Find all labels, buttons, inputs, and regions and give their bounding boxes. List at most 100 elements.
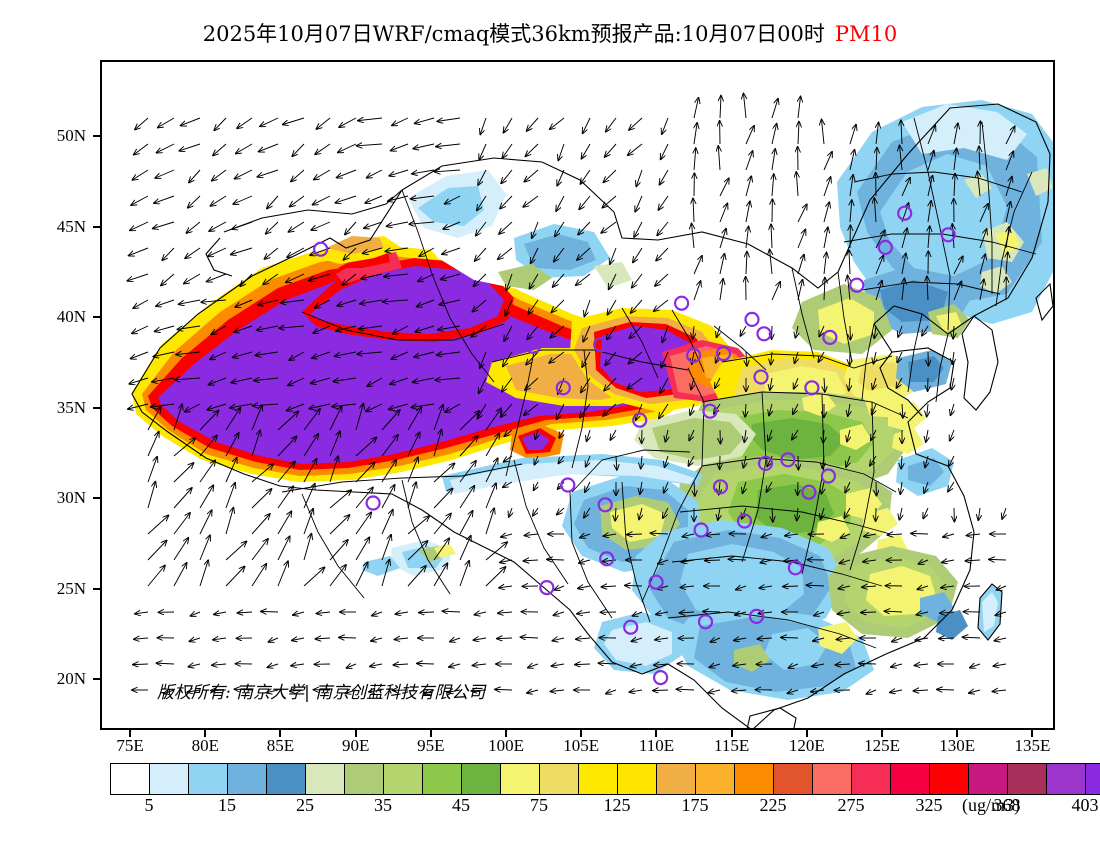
wind-arrow bbox=[347, 664, 357, 668]
wind-arrow bbox=[586, 455, 590, 467]
wind-arrow bbox=[407, 407, 421, 431]
wind-arrow bbox=[554, 247, 565, 262]
wind-arrow bbox=[291, 169, 305, 181]
station-marker bbox=[787, 560, 804, 576]
wind-arrow bbox=[729, 559, 747, 560]
wind-arrow bbox=[335, 195, 357, 203]
wind-arrow bbox=[925, 455, 928, 467]
wind-arrow bbox=[897, 351, 903, 362]
wind-arrow bbox=[625, 585, 643, 586]
colorbar-swatch bbox=[345, 764, 384, 794]
wind-arrow bbox=[309, 273, 331, 281]
wind-arrow bbox=[557, 507, 565, 515]
wind-arrow bbox=[993, 690, 1007, 692]
wind-arrow bbox=[602, 195, 617, 208]
wind-arrow bbox=[812, 664, 825, 666]
wind-arrow bbox=[850, 200, 852, 223]
wind-arrow bbox=[970, 664, 981, 668]
wind-arrow bbox=[603, 403, 617, 416]
wind-arrow bbox=[823, 177, 831, 197]
wind-arrow bbox=[391, 143, 409, 151]
wind-arrow bbox=[459, 486, 474, 509]
wind-arrow bbox=[742, 507, 746, 519]
wind-arrow bbox=[771, 282, 780, 301]
wind-arrow bbox=[919, 560, 929, 564]
colorbar-swatch bbox=[111, 764, 150, 794]
wind-arrow bbox=[207, 273, 227, 282]
wind-arrow bbox=[954, 174, 955, 197]
wind-arrow bbox=[164, 690, 175, 694]
wind-arrow bbox=[179, 143, 201, 151]
wind-arrow bbox=[744, 94, 747, 119]
wind-arrow bbox=[705, 560, 721, 561]
wind-arrow bbox=[736, 586, 747, 590]
wind-arrow bbox=[407, 516, 429, 535]
wind-arrow bbox=[173, 513, 190, 535]
wind-arrow bbox=[234, 325, 253, 332]
wind-arrow bbox=[147, 482, 155, 509]
wind-arrow bbox=[661, 143, 669, 159]
wind-arrow bbox=[388, 195, 409, 201]
wind-arrow bbox=[994, 664, 1007, 666]
wind-arrow bbox=[758, 638, 773, 639]
wind-arrow bbox=[502, 143, 513, 158]
wind-arrow bbox=[771, 99, 778, 119]
wind-arrow bbox=[891, 664, 903, 667]
wind-arrow bbox=[745, 176, 751, 197]
wind-arrow bbox=[683, 534, 695, 537]
wind-arrow bbox=[978, 507, 980, 520]
colorbar-swatch bbox=[774, 764, 813, 794]
wind-arrow bbox=[506, 273, 513, 290]
wind-arrow bbox=[811, 690, 825, 692]
colorbar-swatch bbox=[540, 764, 579, 794]
wind-arrow bbox=[953, 123, 958, 145]
wind-arrow bbox=[577, 612, 591, 614]
wind-arrow bbox=[480, 117, 487, 134]
lon-tick-mark bbox=[204, 730, 207, 737]
wind-arrow bbox=[577, 247, 591, 260]
wind-arrow bbox=[355, 404, 363, 431]
wind-arrow bbox=[948, 481, 955, 492]
wind-arrow bbox=[746, 227, 749, 249]
lon-tick-label: 110E bbox=[638, 736, 675, 755]
wind-arrow bbox=[823, 152, 832, 171]
wind-arrow bbox=[459, 436, 478, 457]
wind-arrow bbox=[232, 221, 253, 229]
wind-arrow bbox=[928, 226, 930, 249]
wind-arrow bbox=[459, 511, 473, 535]
wind-arrow bbox=[459, 561, 469, 587]
wind-arrow bbox=[745, 151, 753, 171]
wind-arrow bbox=[656, 612, 669, 614]
wind-arrow bbox=[658, 560, 669, 564]
station-marker bbox=[702, 403, 718, 419]
wind-arrow bbox=[711, 638, 721, 642]
wind-arrow bbox=[147, 516, 168, 535]
wind-arrow bbox=[821, 481, 824, 494]
wind-arrow bbox=[888, 534, 903, 535]
wind-arrow bbox=[395, 638, 409, 640]
wind-arrow bbox=[441, 273, 461, 279]
wind-arrow bbox=[524, 403, 539, 415]
wind-arrow bbox=[504, 455, 513, 462]
lat-tick-mark bbox=[93, 316, 100, 319]
wind-arrow bbox=[130, 221, 149, 230]
wind-arrow bbox=[251, 514, 270, 535]
wind-arrow bbox=[900, 146, 903, 171]
wind-arrow bbox=[580, 403, 591, 418]
lon-tick-label: 135E bbox=[1014, 736, 1051, 755]
wind-arrow bbox=[381, 510, 393, 535]
wind-arrow bbox=[996, 612, 1007, 615]
wind-arrow bbox=[208, 247, 227, 256]
station-marker bbox=[756, 326, 772, 342]
wind-arrow bbox=[210, 351, 227, 359]
wind-arrow bbox=[580, 169, 591, 184]
wind-arrow bbox=[792, 429, 799, 440]
wind-arrow bbox=[950, 429, 954, 441]
wind-arrow bbox=[173, 488, 192, 509]
lon-tick-mark bbox=[129, 730, 132, 737]
wind-arrow bbox=[233, 195, 253, 204]
wind-arrow bbox=[237, 117, 253, 128]
station-marker bbox=[877, 239, 893, 255]
wind-arrow bbox=[173, 538, 188, 561]
wind-arrow bbox=[797, 255, 804, 275]
